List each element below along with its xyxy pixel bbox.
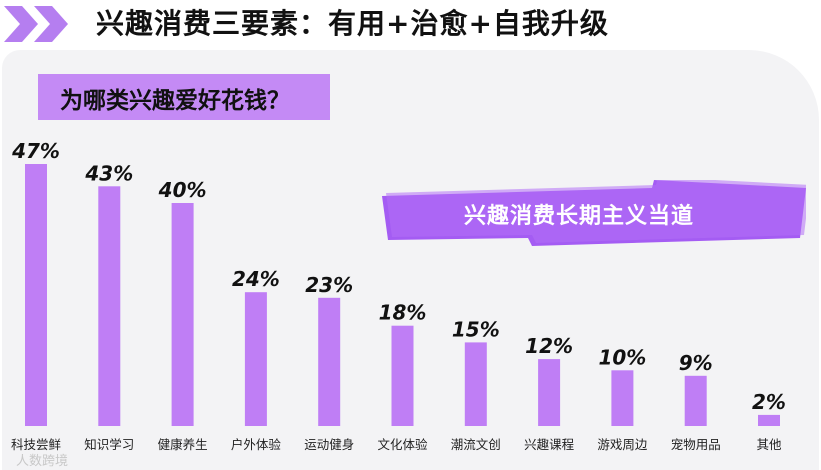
value-label-5: 23% [305,273,353,297]
double-chevron-icon [4,6,68,42]
value-label-3: 40% [158,178,207,202]
question-text: 为哪类兴趣爱好花钱？ [60,88,290,114]
category-label-11: 其他 [756,437,782,452]
watermark: 人数跨境 [16,454,69,469]
category-label-2: 知识学习 [84,437,134,452]
bar-3 [171,203,194,426]
bar-1 [25,164,47,426]
bar-6 [391,325,414,426]
category-label-9: 游戏周边 [597,437,648,452]
value-label-1: 47% [11,139,60,163]
bar-8 [538,359,561,426]
value-label-7: 15% [452,317,500,341]
value-label-10: 9% [679,351,713,375]
page-title: 兴趣消费三要素：有用+治愈+自我升级 [96,7,609,40]
question-background [38,74,330,120]
category-label-10: 宠物用品 [671,437,721,452]
category-label-8: 兴趣课程 [524,437,575,452]
value-label-6: 18% [379,301,427,325]
bar-4 [244,292,267,426]
category-label-5: 运动健身 [304,437,354,452]
value-label-4: 24% [232,267,280,291]
highlight-banner: 兴趣消费长期主义当道 [382,177,810,246]
bar-5 [318,297,341,426]
value-label-9: 10% [598,345,646,369]
bar-10 [684,375,707,426]
category-label-6: 文化体验 [377,437,428,452]
category-label-3: 健康养生 [158,437,208,452]
header: 兴趣消费三要素：有用+治愈+自我升级 [0,0,821,52]
category-label-4: 户外体验 [231,437,282,452]
value-label-2: 43% [84,161,133,185]
banner-ribbon [382,177,810,246]
value-label-8: 12% [525,334,573,358]
category-label-1: 科技尝鲜 [11,437,61,452]
bar-2 [98,186,121,426]
bar-9 [611,370,634,426]
banner-text: 兴趣消费长期主义当道 [464,204,695,229]
value-label-11: 2% [752,390,786,414]
question-label: 为哪类兴趣爱好花钱？ [38,74,330,120]
category-label-7: 潮流文创 [451,437,501,452]
bar-11 [758,414,780,426]
bar-7 [464,342,487,426]
